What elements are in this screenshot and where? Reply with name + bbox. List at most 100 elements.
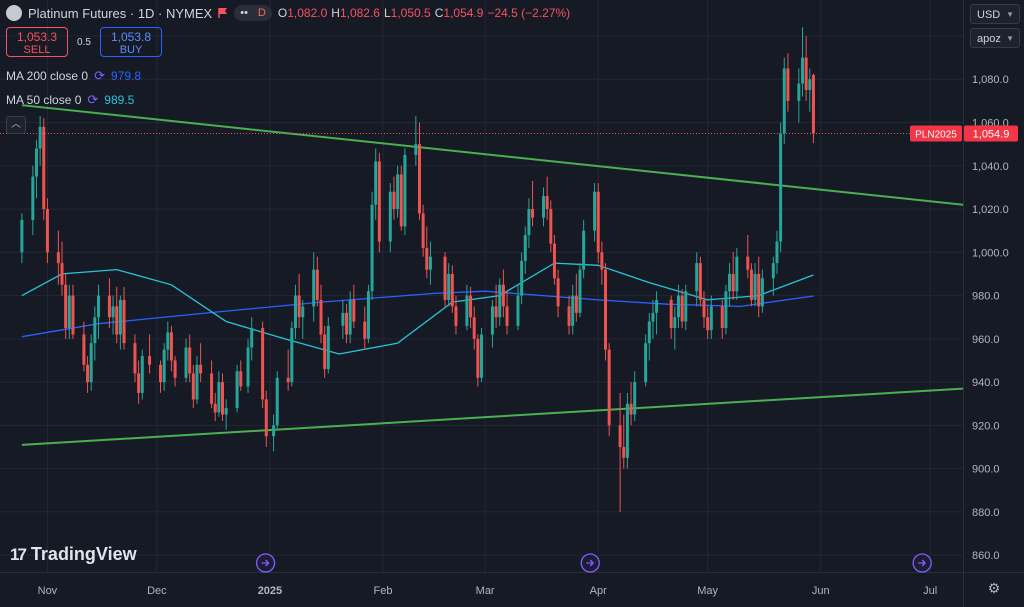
trade-panel: 1,053.3 SELL 0.5 1,053.8 BUY	[6, 27, 162, 57]
event-marker-icon[interactable]	[580, 553, 600, 573]
x-tick-label: Nov	[38, 585, 58, 597]
tradingview-logo[interactable]: 17 TradingView	[10, 544, 137, 565]
candle-body	[239, 371, 243, 387]
candle	[593, 183, 597, 242]
candle-body	[89, 343, 93, 383]
candle	[264, 390, 268, 448]
candle	[107, 278, 111, 329]
candle-body	[523, 234, 527, 261]
candle-body	[450, 273, 454, 307]
chevron-down-icon: ▼	[1006, 34, 1014, 43]
status-dots-icon: ••	[240, 7, 248, 19]
candle-body	[633, 382, 637, 415]
candle	[188, 334, 192, 383]
candle-body	[542, 196, 546, 218]
candle-body	[148, 356, 152, 365]
candle	[574, 273, 578, 322]
candle-body	[352, 299, 356, 322]
candle	[531, 180, 535, 227]
x-tick-label: May	[697, 585, 718, 597]
candle	[370, 191, 374, 300]
candle-body	[323, 334, 327, 370]
symbol-title[interactable]: Platinum Futures · 1D · NYMEX	[28, 5, 213, 21]
candle-body	[341, 312, 345, 326]
y-tick-label: 1,000.0	[972, 247, 1009, 259]
candle-body	[673, 317, 677, 329]
candle	[363, 306, 367, 350]
candle	[633, 371, 637, 422]
candle-body	[137, 373, 141, 393]
candle-body	[34, 148, 38, 177]
candle	[272, 414, 276, 452]
candle-body	[71, 295, 75, 335]
scale-selector[interactable]: apoz ▼	[970, 28, 1020, 48]
candle-body	[210, 373, 214, 404]
candle	[801, 27, 804, 97]
candle-body	[753, 273, 757, 300]
y-tick-label: 960.0	[972, 334, 1000, 346]
candle-body	[494, 306, 498, 318]
candle	[352, 284, 356, 329]
candle-body	[45, 209, 49, 253]
candle	[469, 286, 473, 329]
high-label: H	[331, 6, 340, 20]
scale-label: apoz	[977, 33, 1001, 45]
spread-value: 0.5	[77, 36, 91, 48]
candle-body	[159, 364, 162, 383]
close-value: 1,054.9	[443, 6, 484, 20]
candle	[680, 289, 684, 329]
candle	[520, 252, 524, 305]
candle-body	[377, 161, 381, 242]
candle	[673, 306, 677, 350]
candle	[71, 284, 75, 339]
candle-body	[191, 373, 195, 400]
symbol-logo-icon	[6, 5, 22, 21]
candle-body	[348, 299, 352, 335]
candle-body	[188, 347, 192, 374]
candle-body	[775, 241, 779, 264]
chevron-down-icon: ▼	[1006, 10, 1014, 19]
y-tick-label: 1,060.0	[972, 117, 1009, 129]
currency-selector[interactable]: USD ▼	[970, 4, 1020, 24]
candle	[709, 295, 713, 339]
candle-body	[122, 299, 126, 344]
candle-body	[374, 161, 378, 205]
candle	[86, 356, 90, 393]
candle	[549, 200, 553, 253]
candle	[286, 349, 290, 391]
candle	[735, 247, 739, 300]
collapse-legend-button[interactable]: ︿	[6, 116, 26, 134]
candle-body	[556, 278, 560, 307]
candle	[275, 371, 279, 430]
indicator-ma50[interactable]: MA 50 close 0 ⟳ 989.5	[6, 92, 134, 108]
candle	[720, 299, 724, 339]
symbol-price-tag	[910, 125, 962, 142]
market-status-pill[interactable]: •• D	[234, 5, 272, 21]
candle-body	[801, 57, 804, 84]
settings-gear-icon[interactable]: ⚙	[987, 580, 1001, 596]
candle	[490, 299, 494, 348]
loading-icon: ⟳	[94, 68, 105, 83]
candle-body	[709, 306, 713, 331]
x-tick-label: Mar	[476, 585, 495, 597]
sell-button[interactable]: 1,053.3 SELL	[6, 27, 68, 57]
event-marker-icon[interactable]	[255, 553, 276, 573]
candle-body	[655, 299, 659, 313]
candle-body	[345, 312, 349, 335]
sell-price: 1,053.3	[16, 30, 58, 44]
candle-body	[140, 356, 144, 393]
candle-body	[184, 347, 188, 378]
candle-body	[31, 176, 35, 220]
candle-body	[760, 278, 764, 307]
candle-body	[651, 312, 655, 322]
candle-body	[578, 269, 582, 313]
candle	[38, 116, 42, 166]
indicator-ma200[interactable]: MA 200 close 0 ⟳ 979.8	[6, 68, 141, 84]
buy-button[interactable]: 1,053.8 BUY	[100, 27, 162, 57]
buy-price: 1,053.8	[110, 30, 152, 44]
candle	[757, 256, 761, 318]
candle-body	[173, 360, 177, 378]
y-tick-label: 860.0	[972, 550, 1000, 562]
event-marker-icon[interactable]	[912, 553, 932, 573]
